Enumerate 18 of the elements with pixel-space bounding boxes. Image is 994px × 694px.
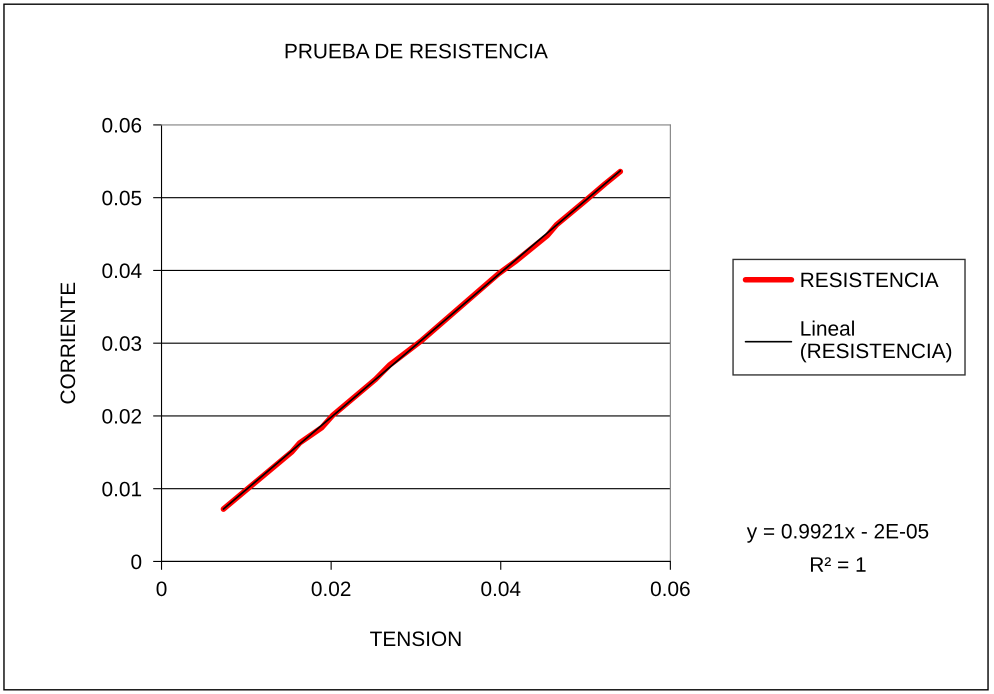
text: y = 0.9921x - 2E-05 (746, 524, 928, 543)
y-tick-label: 0 (131, 554, 142, 570)
x-tick-label: 0.02 (312, 581, 350, 596)
text: R² = 1 (810, 557, 866, 572)
y-tick-label: 0.06 (102, 118, 142, 133)
legend-label: Lineal (RESISTENCIA) (801, 320, 952, 362)
y-tick-label: 0.04 (102, 263, 142, 278)
legend-label: RESISTENCIA (801, 272, 939, 288)
x-tick-label: 0.06 (650, 581, 690, 596)
y-tick-label: 0.05 (102, 190, 142, 206)
x-axis-title: TENSION (370, 631, 461, 646)
y-tick-label: 0.03 (102, 336, 142, 351)
x-tick-label: 0 (156, 581, 167, 596)
y-axis-title: CORRIENTE (60, 282, 76, 404)
y-tick-label: 0.01 (102, 482, 142, 496)
x-tick-label: 0.04 (481, 581, 520, 596)
chart-title: PRUEBA DE RESISTENCIA (286, 44, 548, 58)
y-tick-label: 0.02 (102, 408, 142, 424)
